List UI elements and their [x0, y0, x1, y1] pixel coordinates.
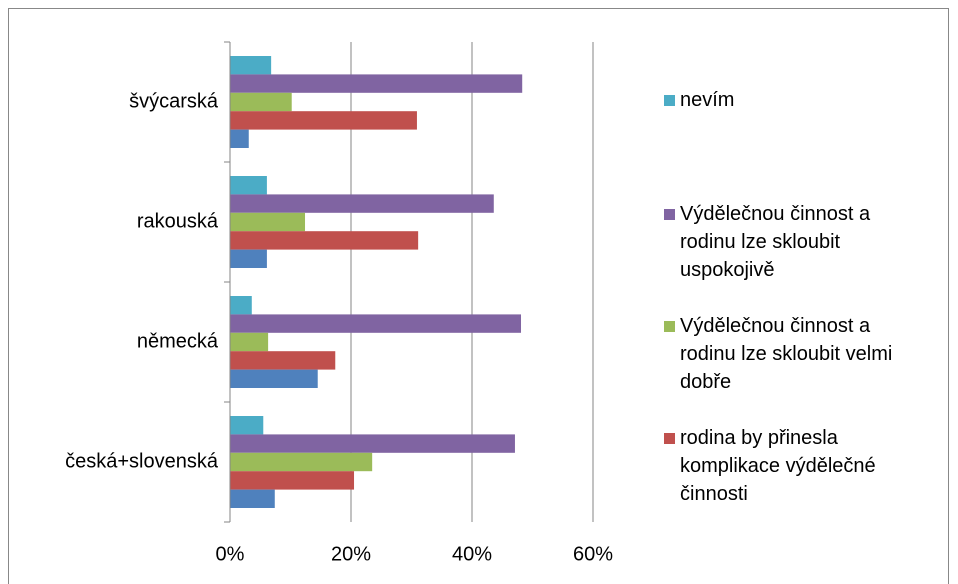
bar [230, 489, 275, 508]
legend-label: nevím [680, 89, 735, 111]
x-tick-label: 0% [216, 543, 245, 565]
bar [230, 56, 272, 75]
legend-label: Výdělečnou činnost a rodinu lze skloubit… [680, 203, 871, 281]
legend-label: Výdělečnou činnost a rodinu lze skloubit… [680, 315, 893, 393]
legend-entry: rodina by přinesla komplikace výdělečné … [664, 424, 930, 508]
bar [230, 296, 252, 315]
x-tick-label: 60% [573, 543, 613, 565]
y-tick-label: rakouská [137, 210, 219, 232]
bar [230, 212, 306, 232]
bar [230, 92, 292, 112]
legend-label: rodina by přinesla komplikace výdělečné … [680, 427, 876, 505]
bar [230, 194, 494, 213]
legend-entry: nevím [664, 86, 930, 114]
legend-swatch [664, 95, 675, 106]
bar [230, 452, 373, 472]
bar [230, 74, 523, 93]
bar [230, 111, 417, 130]
legend-swatch [664, 321, 675, 332]
bar [230, 369, 318, 388]
legend-swatch [664, 209, 675, 220]
bar [230, 471, 355, 490]
bar [230, 416, 264, 435]
legend-entry: Výdělečnou činnost a rodinu lze skloubit… [664, 312, 930, 396]
bar [230, 332, 269, 352]
y-tick-label: německá [137, 330, 219, 352]
bar [230, 314, 522, 333]
bar [230, 129, 249, 148]
y-tick-label: švýcarská [129, 90, 219, 112]
legend-swatch [664, 433, 675, 444]
bar [230, 351, 336, 370]
y-tick-label: česká+slovenská [65, 450, 219, 472]
x-tick-label: 40% [452, 543, 492, 565]
bar [230, 231, 419, 250]
bar [230, 249, 267, 268]
bar [230, 434, 515, 453]
x-tick-label: 20% [331, 543, 371, 565]
chart-border [8, 8, 949, 584]
legend-entry: Výdělečnou činnost a rodinu lze skloubit… [664, 200, 930, 284]
bar [230, 176, 267, 195]
